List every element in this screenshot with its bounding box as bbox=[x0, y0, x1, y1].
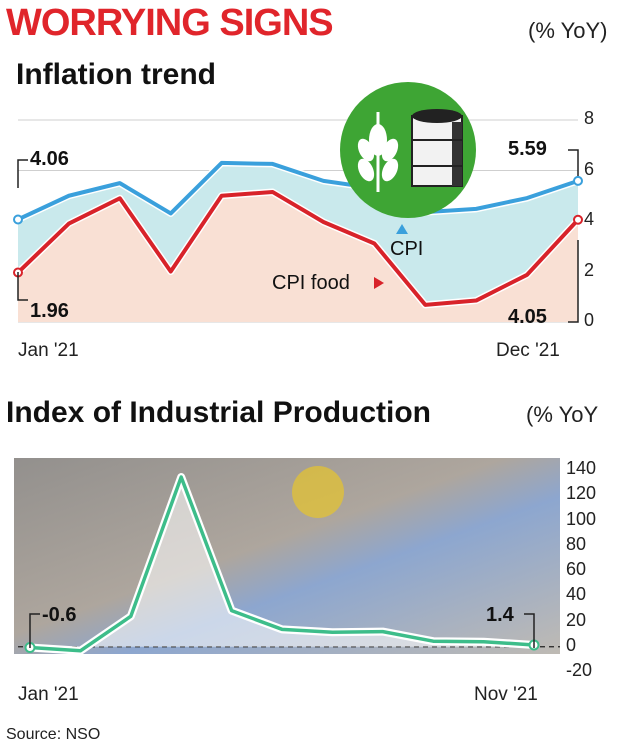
inflation-chart-title: Inflation trend bbox=[16, 58, 216, 91]
food-end-bracket bbox=[568, 240, 579, 323]
unit-label-iip: (% YoY bbox=[526, 402, 599, 427]
inflation-x-end: Dec '21 bbox=[496, 340, 560, 361]
cpi-start-value: 4.06 bbox=[30, 148, 69, 170]
iip-y-tick: 100 bbox=[566, 508, 597, 529]
inflation-y-tick: 4 bbox=[584, 209, 595, 229]
source-note: Source: NSO bbox=[6, 726, 101, 743]
iip-y-tick: 60 bbox=[566, 559, 587, 579]
iip-y-tick: 120 bbox=[566, 483, 597, 504]
inflation-chart bbox=[13, 82, 583, 323]
iip-area bbox=[30, 477, 534, 651]
iip-line bbox=[29, 475, 535, 653]
cpi-start-bracket bbox=[17, 159, 28, 188]
cpi-line bbox=[17, 160, 579, 222]
inflation-y-tick: 0 bbox=[584, 310, 595, 330]
iip-y-tick: 20 bbox=[566, 609, 587, 630]
headline: WORRYING SIGNS bbox=[6, 2, 334, 44]
cpi-end-bracket bbox=[568, 149, 579, 176]
cpi-endpoint bbox=[573, 175, 583, 186]
cpi-series-label: CPI bbox=[390, 238, 424, 260]
food-start-value: 1.96 bbox=[30, 300, 69, 322]
cpi-food-series-label: CPI food bbox=[272, 272, 350, 294]
hard-hat-icon bbox=[292, 466, 344, 518]
unit-label-top: (% YoY) bbox=[528, 18, 608, 43]
iip-y-tick: 80 bbox=[566, 533, 587, 554]
iip-end-value: 1.4 bbox=[486, 604, 514, 626]
right-triangle-icon bbox=[374, 277, 384, 289]
iip-start-value: -0.6 bbox=[42, 604, 77, 626]
iip-y-tick: 0 bbox=[566, 634, 577, 655]
cpi-food-endpoint bbox=[573, 214, 583, 225]
inflation-x-start: Jan '21 bbox=[18, 340, 79, 361]
inflation-y-tick: 6 bbox=[584, 158, 595, 179]
cpi-gap-area bbox=[18, 162, 578, 305]
iip-y-tick: -20 bbox=[566, 660, 593, 680]
factory-worker-background bbox=[14, 458, 560, 654]
iip-end-bracket bbox=[524, 613, 535, 648]
cpi-end-value: 5.59 bbox=[508, 138, 547, 160]
iip-x-start: Jan '21 bbox=[18, 684, 79, 705]
inflation-y-tick: 8 bbox=[584, 108, 595, 128]
cpi-food-area bbox=[18, 191, 578, 322]
cpi-endpoint bbox=[13, 214, 23, 225]
iip-start-bracket bbox=[29, 613, 40, 648]
iip-chart-title: Index of Industrial Production bbox=[6, 396, 432, 429]
food-start-bracket bbox=[17, 272, 28, 301]
up-triangle-icon bbox=[396, 224, 408, 234]
iip-y-tick: 40 bbox=[566, 584, 587, 605]
iip-y-tick: 140 bbox=[566, 458, 597, 478]
inflation-y-tick: 2 bbox=[584, 259, 595, 280]
food-end-value: 4.05 bbox=[508, 306, 547, 328]
cpi-food-line bbox=[16, 189, 580, 307]
iip-x-end: Nov '21 bbox=[474, 684, 538, 705]
wheat-and-oil-barrel-icon bbox=[340, 82, 476, 218]
